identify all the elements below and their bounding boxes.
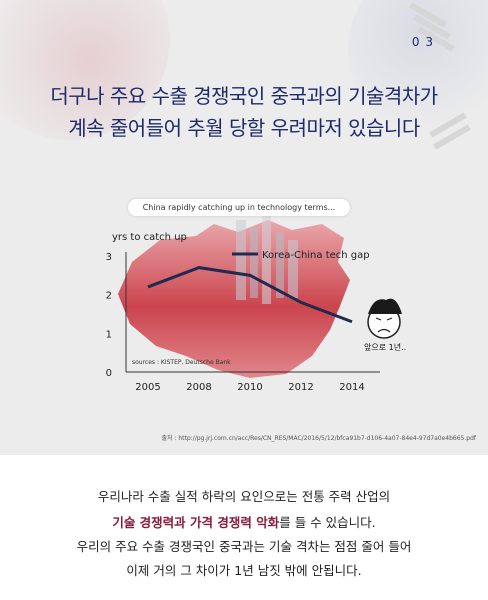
headline-line-1: 더구나 주요 수출 경쟁국인 중국과의 기술격차가 <box>50 84 438 108</box>
chart-title: China rapidly catching up in technology … <box>128 199 350 216</box>
legend-label: Korea-China tech gap <box>262 250 370 261</box>
x-tick-label: 2010 <box>237 382 262 393</box>
highlight-text: 기술 경쟁력과 가격 경쟁력 악화 <box>112 515 280 530</box>
chart-annotation: 앞으로 1년.. <box>364 342 406 352</box>
x-tick-label: 2012 <box>288 382 313 393</box>
page-number: 0 3 <box>411 35 434 49</box>
y-tick-label: 3 <box>106 252 112 263</box>
x-tick-label: 2014 <box>339 382 364 393</box>
series-line <box>147 266 353 324</box>
skyline-image <box>236 214 298 304</box>
x-tick-label: 2008 <box>186 382 211 393</box>
y-tick-label: 0 <box>106 368 112 379</box>
china-map-shape <box>118 220 350 378</box>
body-line-2: 기술 경쟁력과 가격 경쟁력 악화를 들 수 있습니다. <box>0 512 488 531</box>
y-tick-label: 2 <box>106 291 112 302</box>
body-line-4: 이제 거의 그 차이가 1년 남짓 밖에 안됩니다. <box>126 563 362 578</box>
body-line-3: 우리의 주요 수출 경쟁국인 중국과는 기술 격차는 점점 줄어 들어 <box>76 539 412 554</box>
y-axis-label: yrs to catch up <box>112 232 187 243</box>
top-panel <box>0 0 488 455</box>
body-line-2-rest: 를 들 수 있습니다. <box>279 515 376 530</box>
x-tick-label: 2005 <box>135 382 160 393</box>
chart-axes: 0 1 2 3 2005 2008 2010 2012 2014 yrs to catch up <box>106 232 380 393</box>
chart-source: sources : KISTEP, Deutsche Bank <box>132 359 231 366</box>
y-tick-label: 1 <box>106 329 112 340</box>
headline-line-2: 계속 줄어들어 추월 당할 우려마저 있습니다 <box>68 116 420 140</box>
chart-marks: Korea-China tech gap sources : KISTEP, De… <box>132 250 406 366</box>
source-url: 출처 : http://pg.jrj.com.cn/acc/Res/CN_RES… <box>161 435 476 442</box>
worried-face-icon <box>367 298 402 339</box>
body-line-1: 우리나라 수출 실적 하락의 요인으로는 전통 주력 산업의 <box>97 489 391 504</box>
